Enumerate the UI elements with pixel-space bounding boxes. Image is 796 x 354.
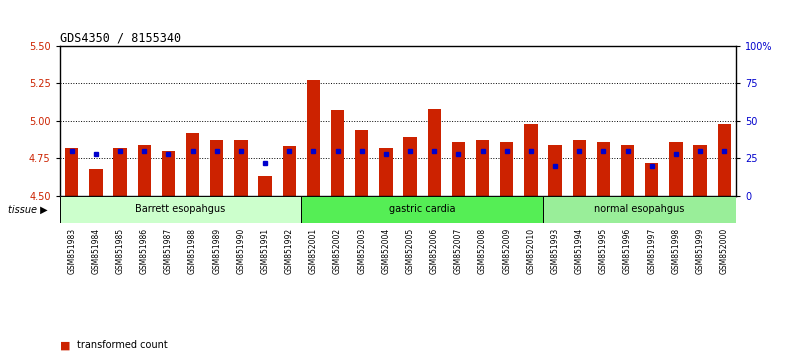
Bar	[60, 196, 302, 223]
Bar	[572, 141, 586, 196]
Bar	[669, 142, 682, 196]
Bar	[693, 145, 707, 196]
Bar	[476, 141, 490, 196]
Bar	[404, 137, 417, 196]
Text: gastric cardia: gastric cardia	[389, 204, 455, 215]
Text: GSM851988: GSM851988	[188, 228, 197, 274]
Text: GSM851990: GSM851990	[236, 228, 245, 274]
Bar	[138, 145, 151, 196]
Bar	[379, 148, 392, 196]
Bar	[234, 141, 248, 196]
Text: GSM852001: GSM852001	[309, 228, 318, 274]
Text: GSM851983: GSM851983	[68, 228, 76, 274]
Text: GSM852000: GSM852000	[720, 228, 728, 274]
Text: tissue ▶: tissue ▶	[8, 204, 48, 215]
Bar	[543, 196, 736, 223]
Bar	[306, 80, 320, 196]
Text: GSM852005: GSM852005	[406, 228, 415, 274]
Text: GSM851996: GSM851996	[623, 228, 632, 274]
Bar	[717, 124, 731, 196]
Text: GSM851986: GSM851986	[140, 228, 149, 274]
Text: GSM851994: GSM851994	[575, 228, 583, 274]
Text: GSM851995: GSM851995	[599, 228, 608, 274]
Text: GSM851997: GSM851997	[647, 228, 656, 274]
Bar	[65, 148, 79, 196]
Text: ■: ■	[60, 340, 74, 350]
Bar	[427, 109, 441, 196]
Text: transformed count: transformed count	[77, 340, 168, 350]
Bar	[621, 145, 634, 196]
Text: GDS4350 / 8155340: GDS4350 / 8155340	[60, 32, 181, 45]
Bar	[500, 142, 513, 196]
Bar	[259, 176, 271, 196]
Bar	[525, 124, 537, 196]
Text: GSM852009: GSM852009	[502, 228, 511, 274]
Text: GSM852010: GSM852010	[526, 228, 536, 274]
Bar	[89, 169, 103, 196]
Text: normal esopahgus: normal esopahgus	[595, 204, 685, 215]
Text: GSM852002: GSM852002	[333, 228, 342, 274]
Bar	[302, 196, 543, 223]
Bar	[548, 145, 562, 196]
Text: GSM852008: GSM852008	[478, 228, 487, 274]
Bar	[210, 141, 224, 196]
Bar	[355, 130, 369, 196]
Bar	[331, 110, 344, 196]
Text: GSM851993: GSM851993	[551, 228, 560, 274]
Text: GSM852007: GSM852007	[454, 228, 463, 274]
Text: GSM851999: GSM851999	[696, 228, 704, 274]
Text: GSM851991: GSM851991	[260, 228, 270, 274]
Text: GSM851987: GSM851987	[164, 228, 173, 274]
Bar	[186, 133, 199, 196]
Text: GSM852006: GSM852006	[430, 228, 439, 274]
Bar	[645, 163, 658, 196]
Text: GSM851984: GSM851984	[92, 228, 100, 274]
Text: GSM851985: GSM851985	[115, 228, 125, 274]
Text: GSM851998: GSM851998	[671, 228, 681, 274]
Bar	[114, 148, 127, 196]
Bar	[597, 142, 610, 196]
Text: GSM851989: GSM851989	[213, 228, 221, 274]
Bar	[162, 151, 175, 196]
Text: Barrett esopahgus: Barrett esopahgus	[135, 204, 225, 215]
Bar	[283, 146, 296, 196]
Text: GSM852004: GSM852004	[381, 228, 390, 274]
Text: GSM851992: GSM851992	[285, 228, 294, 274]
Bar	[452, 142, 465, 196]
Text: GSM852003: GSM852003	[357, 228, 366, 274]
